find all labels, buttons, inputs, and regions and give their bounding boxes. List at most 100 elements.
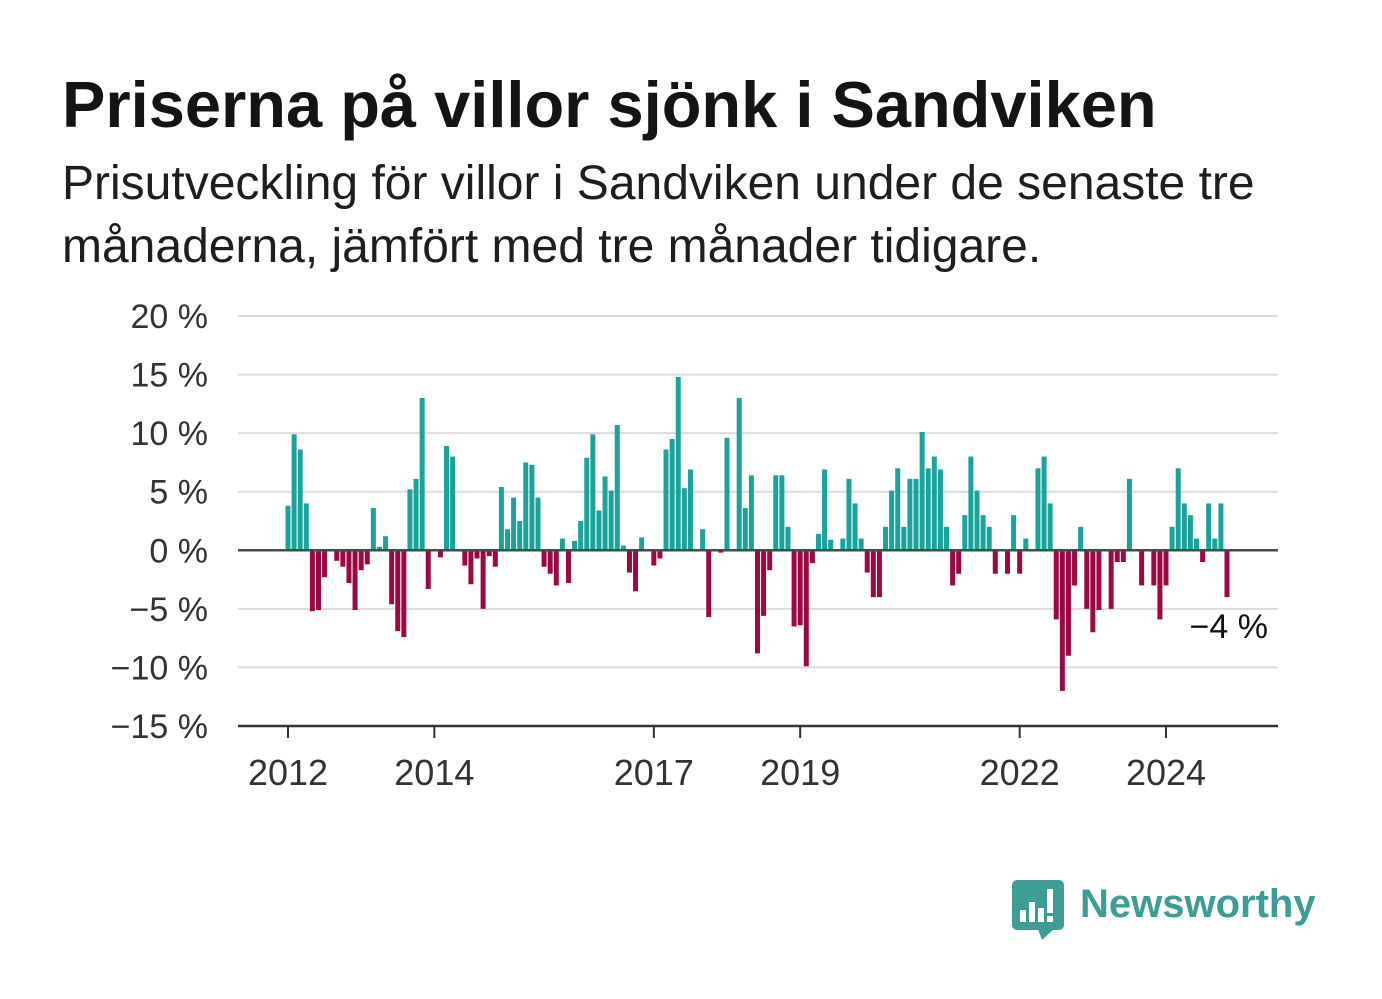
bar-positive — [1175, 468, 1181, 551]
bar-positive — [919, 431, 925, 551]
bar-positive — [1169, 526, 1175, 551]
bar-positive — [663, 449, 669, 551]
bar-positive — [505, 529, 510, 551]
bar-negative — [1090, 550, 1096, 633]
bar-positive — [669, 439, 675, 551]
bar-negative — [468, 550, 474, 585]
bar-positive — [614, 424, 620, 551]
bar-negative — [761, 550, 767, 616]
bar-positive — [907, 478, 913, 551]
y-tick-label: 10 % — [131, 415, 209, 453]
bar-negative — [480, 550, 486, 609]
bar-positive — [383, 536, 389, 551]
newsworthy-logo[interactable]: Newsworthy — [1012, 880, 1322, 942]
bar-negative — [315, 550, 321, 611]
bar-negative — [956, 550, 962, 574]
bar-positive — [1011, 515, 1017, 551]
bar-negative — [474, 550, 480, 559]
bar-negative — [803, 550, 809, 667]
bar-positive — [944, 526, 950, 551]
bar-negative — [1004, 550, 1010, 574]
bar-positive — [681, 488, 687, 551]
bar-positive — [529, 464, 535, 551]
bar-negative — [1059, 550, 1065, 691]
bar-positive — [675, 376, 681, 551]
bar-negative — [492, 550, 498, 567]
bar-positive — [419, 398, 425, 551]
bar-negative — [553, 550, 559, 586]
bar-positive — [925, 468, 931, 551]
bars — [285, 376, 1230, 691]
bar-positive — [498, 487, 504, 551]
bar-positive — [846, 478, 852, 551]
bar-negative — [864, 550, 870, 573]
bar-positive — [828, 539, 834, 551]
bar-positive — [1126, 478, 1132, 551]
bar-positive — [608, 490, 614, 551]
bar-positive — [1035, 468, 1041, 551]
bar-positive — [974, 490, 980, 551]
bar-positive — [986, 526, 992, 551]
bar-positive — [889, 490, 895, 551]
bar-negative — [1065, 550, 1071, 656]
bar-negative — [1072, 550, 1078, 586]
bar-positive — [572, 540, 578, 551]
bar-positive — [376, 546, 382, 551]
bar-negative — [401, 550, 407, 637]
bar-negative — [950, 550, 956, 586]
bar-negative — [389, 550, 395, 605]
chart-subtitle: Prisutveckling för villor i Sandviken un… — [62, 157, 1255, 273]
bar-negative — [876, 550, 882, 598]
bar-positive — [931, 456, 937, 551]
bar-positive — [523, 462, 529, 551]
bar-positive — [1194, 538, 1199, 551]
bar-negative — [633, 550, 639, 592]
bar-positive — [779, 475, 785, 551]
y-tick-label: 15 % — [131, 357, 209, 395]
bar-positive — [815, 533, 821, 551]
bar-negative — [1053, 550, 1059, 620]
bar-negative — [486, 550, 492, 557]
bar-negative — [437, 550, 443, 558]
bar-positive — [1078, 526, 1084, 551]
bar-negative — [706, 550, 712, 618]
bar-negative — [651, 550, 657, 566]
bar-positive — [602, 476, 608, 551]
bar-positive — [913, 478, 919, 551]
bar-positive — [517, 521, 523, 551]
bar-negative — [791, 550, 797, 627]
bar-positive — [883, 526, 889, 551]
bar-positive — [785, 526, 791, 551]
bar-positive — [937, 469, 943, 551]
bar-positive — [895, 468, 901, 551]
y-tick-label: 5 % — [149, 474, 208, 512]
bar-positive — [535, 497, 541, 551]
bar-positive — [1187, 515, 1193, 551]
bar-positive — [620, 545, 626, 551]
bar-negative — [346, 550, 352, 584]
bar-positive — [303, 503, 309, 551]
bar-negative — [541, 550, 547, 567]
x-tick-label: 2022 — [980, 752, 1060, 793]
bar-positive — [413, 478, 419, 551]
bar-positive — [559, 538, 565, 551]
bar-positive — [687, 469, 693, 551]
bar-negative — [340, 550, 346, 567]
bar-positive — [1047, 503, 1053, 551]
bar-positive — [968, 456, 974, 551]
bar-positive — [822, 469, 828, 551]
bar-positive — [962, 515, 968, 551]
bar-negative — [1108, 550, 1114, 609]
x-tick-label: 2012 — [248, 752, 328, 793]
y-tick-label: −5 % — [130, 591, 208, 629]
bar-positive — [596, 510, 602, 551]
bar-positive — [639, 537, 645, 551]
bar-positive — [584, 457, 590, 551]
x-tick-label: 2017 — [614, 752, 694, 793]
x-tick-label: 2024 — [1126, 752, 1206, 793]
bar-chart-speech-bubble-icon — [1012, 880, 1064, 940]
bar-negative — [1151, 550, 1157, 586]
bar-positive — [1206, 503, 1212, 551]
bar-positive — [1181, 503, 1187, 551]
